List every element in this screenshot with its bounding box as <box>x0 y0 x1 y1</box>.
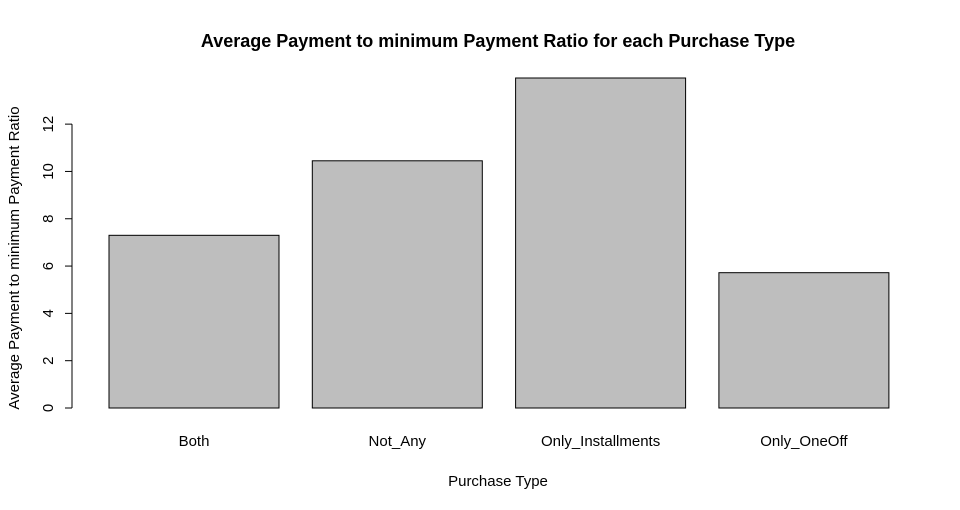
bars <box>108 77 890 409</box>
x-tick-label: Not_Any <box>369 433 427 450</box>
y-tick-label: 2 <box>40 357 57 365</box>
bar-only-oneoff <box>718 272 890 409</box>
y-tick-label: 6 <box>40 262 57 270</box>
y-tick-label: 12 <box>40 116 57 133</box>
y-axis: 0 2 4 6 8 10 12 <box>40 116 73 412</box>
x-axis-label: Purchase Type <box>448 473 548 490</box>
y-tick-label: 8 <box>40 215 57 223</box>
bar-not-any <box>311 160 483 409</box>
bar-both <box>108 234 280 409</box>
chart-title: Average Payment to minimum Payment Ratio… <box>201 31 795 51</box>
y-tick-label: 0 <box>40 404 57 412</box>
x-tick-label: Only_Installments <box>541 433 660 450</box>
bar-only-installments <box>515 77 687 409</box>
y-tick-label: 4 <box>40 309 57 317</box>
category-labels: Both Not_Any Only_Installments Only_OneOff <box>179 433 849 450</box>
y-tick-label: 10 <box>40 163 57 180</box>
x-tick-label: Both <box>179 433 210 450</box>
x-tick-label: Only_OneOff <box>760 433 848 450</box>
y-axis-label: Average Payment to minimum Payment Ratio <box>6 106 23 409</box>
